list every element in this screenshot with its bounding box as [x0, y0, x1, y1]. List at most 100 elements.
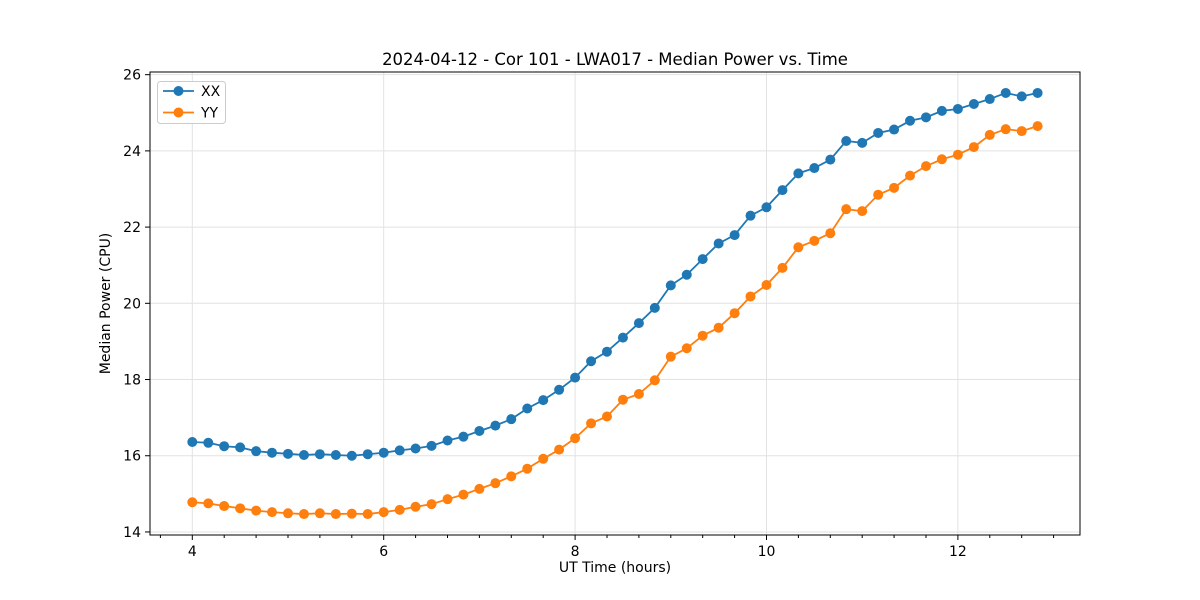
- data-point: [586, 356, 597, 367]
- data-point: [745, 291, 756, 302]
- data-point: [346, 508, 357, 519]
- data-point: [761, 280, 772, 291]
- plot-border: [149, 71, 1081, 536]
- data-point: [219, 501, 230, 512]
- y-tick-label: 24: [123, 144, 141, 160]
- legend: XX YY: [157, 81, 226, 124]
- legend-label: XX: [201, 84, 221, 100]
- series-xx: [187, 87, 1043, 461]
- data-point: [809, 235, 820, 246]
- data-point: [426, 499, 437, 510]
- data-point: [298, 509, 309, 520]
- x-tick-label: 10: [758, 544, 776, 560]
- y-tick-label: 18: [123, 373, 141, 389]
- data-point: [713, 238, 724, 249]
- data-point: [346, 450, 357, 461]
- data-point: [458, 489, 469, 500]
- data-point: [952, 103, 963, 114]
- data-point: [601, 346, 612, 357]
- data-point: [697, 330, 708, 341]
- data-point: [1016, 126, 1027, 137]
- data-point: [729, 308, 740, 319]
- data-point: [952, 149, 963, 160]
- series-line: [192, 92, 1038, 457]
- data-point: [968, 99, 979, 110]
- data-point: [936, 105, 947, 116]
- legend-item-xx: XX: [163, 84, 221, 100]
- data-point: [905, 170, 916, 181]
- x-tick-label: 8: [571, 544, 580, 560]
- y-axis-label: Median Power (CPU): [98, 233, 114, 375]
- data-point: [314, 449, 325, 460]
- data-point: [809, 163, 820, 174]
- data-point: [506, 471, 517, 482]
- legend-item-yy: YY: [163, 106, 219, 122]
- data-point: [601, 411, 612, 422]
- legend-marker-icon: [173, 86, 184, 96]
- data-point: [570, 372, 581, 383]
- data-point: [1016, 91, 1027, 102]
- data-point: [617, 332, 628, 343]
- grid: [150, 72, 1080, 535]
- data-point: [442, 435, 453, 446]
- data-point: [665, 280, 676, 291]
- data-point: [729, 230, 740, 241]
- data-point: [554, 444, 565, 455]
- data-point: [1032, 87, 1043, 98]
- data-point: [570, 433, 581, 444]
- series-yy: [187, 121, 1043, 520]
- y-tick-label: 26: [123, 68, 141, 84]
- axis-tick-labels: 4 6 8 10 12 14 16 18 20 22 24 26: [123, 68, 967, 560]
- data-point: [410, 501, 421, 512]
- data-point: [681, 343, 692, 354]
- data-point: [984, 94, 995, 105]
- data-point: [1000, 87, 1011, 98]
- data-point: [378, 507, 389, 518]
- data-point: [474, 425, 485, 436]
- data-point: [777, 262, 788, 273]
- data-point: [857, 137, 868, 148]
- x-axis-label: UT Time (hours): [559, 560, 671, 576]
- data-point: [921, 161, 932, 172]
- data-point: [921, 112, 932, 123]
- data-point: [394, 504, 405, 515]
- data-point: [490, 420, 501, 431]
- data-point: [282, 508, 293, 519]
- data-point: [633, 389, 644, 400]
- data-point: [314, 508, 325, 519]
- data-point: [649, 302, 660, 313]
- data-point: [984, 129, 995, 140]
- data-point: [490, 478, 501, 489]
- data-point: [474, 483, 485, 494]
- data-point: [793, 168, 804, 179]
- data-point: [889, 124, 900, 135]
- data-point: [841, 135, 852, 146]
- data-point: [713, 322, 724, 333]
- data-point: [586, 418, 597, 429]
- data-point: [873, 189, 884, 200]
- data-point: [936, 154, 947, 165]
- data-point: [889, 182, 900, 193]
- data-point: [362, 449, 373, 460]
- data-point: [362, 509, 373, 520]
- data-point: [187, 437, 198, 448]
- data-point: [251, 446, 262, 457]
- data-point: [681, 269, 692, 280]
- y-tick-label: 16: [123, 449, 141, 465]
- data-point: [538, 453, 549, 464]
- y-tick-label: 20: [123, 296, 141, 312]
- data-point: [235, 503, 246, 514]
- data-point: [458, 431, 469, 442]
- data-point: [617, 394, 628, 405]
- x-tick-label: 6: [379, 544, 388, 560]
- data-point: [777, 185, 788, 196]
- data-point: [538, 395, 549, 406]
- x-tick-label: 12: [949, 544, 967, 560]
- data-point: [761, 202, 772, 213]
- data-point: [267, 507, 278, 518]
- data-point: [251, 505, 262, 516]
- data-point: [1032, 121, 1043, 132]
- data-point: [554, 384, 565, 395]
- data-point: [187, 497, 198, 508]
- data-point: [968, 142, 979, 153]
